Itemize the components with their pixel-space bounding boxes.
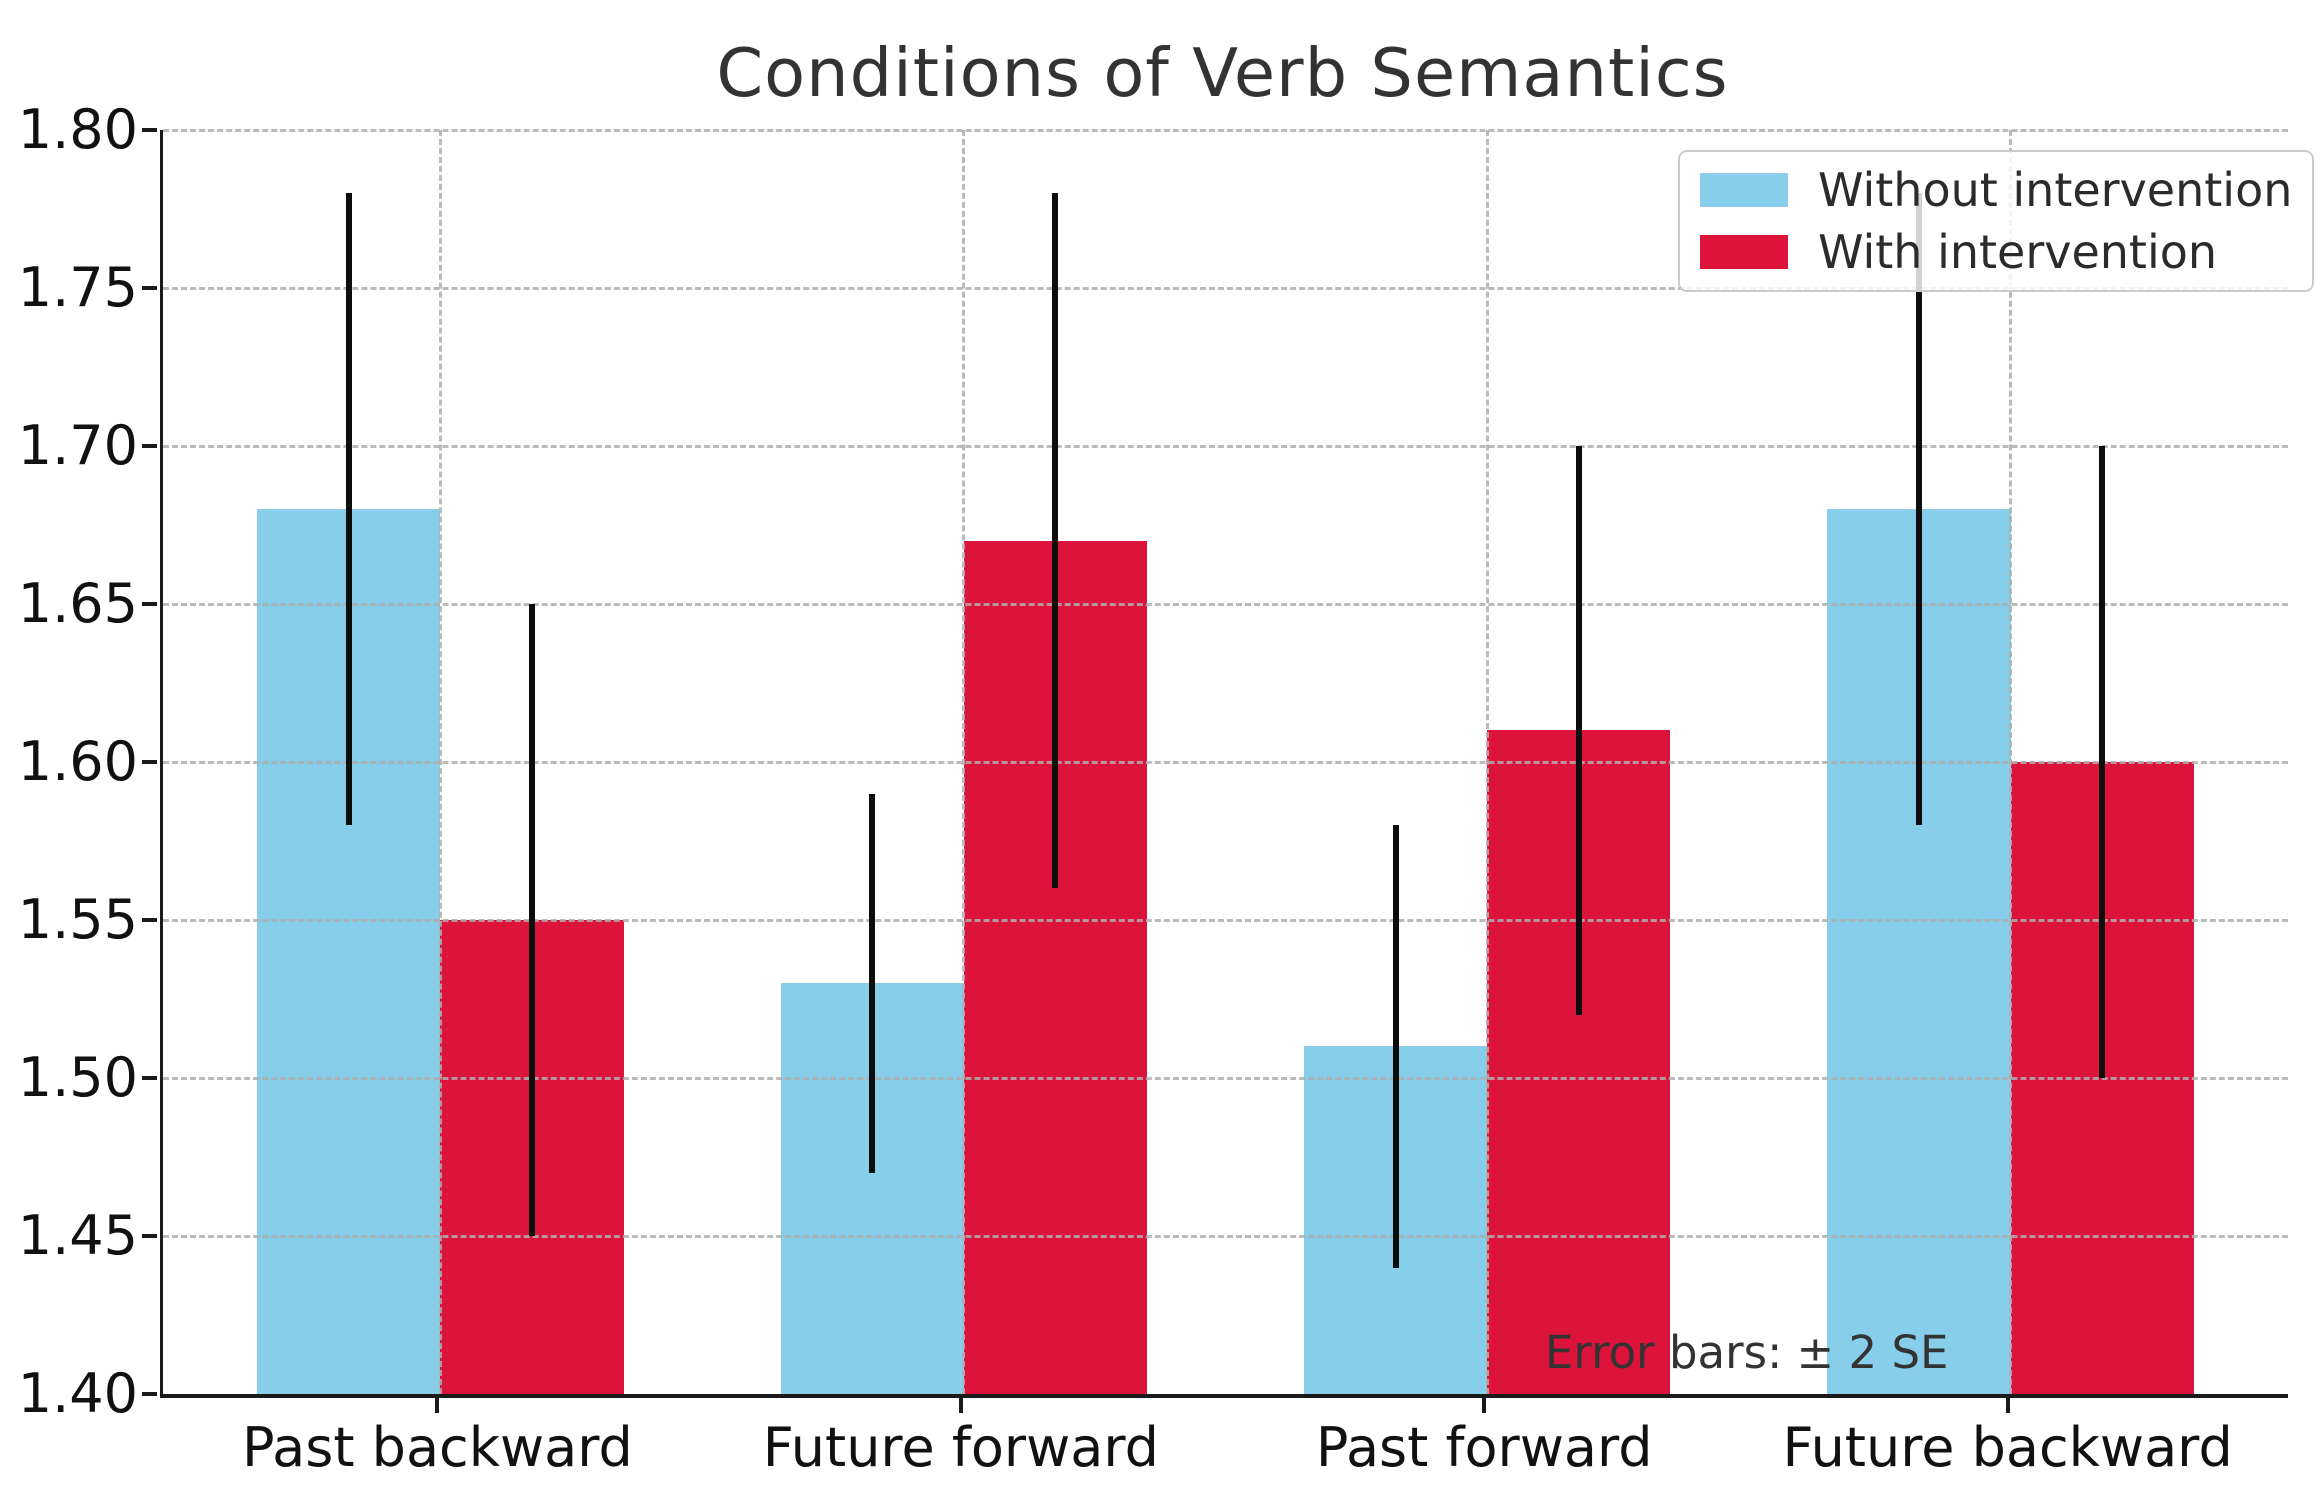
y-tick-label: 1.45: [17, 1204, 138, 1267]
gridline-h: [163, 286, 2288, 290]
x-tick-mark: [1482, 1398, 1487, 1413]
gridline-h: [163, 1076, 2288, 1080]
error-bar: [528, 604, 535, 1236]
legend-swatch-with-intervention: [1700, 235, 1788, 269]
y-tick-mark: [142, 128, 157, 132]
y-tick-label: 1.40: [17, 1362, 138, 1425]
x-tick-mark: [435, 1398, 440, 1413]
gridline-v: [962, 130, 966, 1394]
y-tick-label: 1.60: [17, 730, 138, 793]
chart-title: Conditions of Verb Semantics: [716, 34, 1729, 112]
error-bars-note: Error bars: ± 2 SE: [1545, 1326, 1949, 1379]
y-tick-mark: [142, 1392, 157, 1396]
y-tick-label: 1.80: [17, 98, 138, 161]
x-tick-mark: [958, 1398, 963, 1413]
x-tick-mark: [2005, 1398, 2010, 1413]
y-tick-mark: [142, 1234, 157, 1238]
y-tick-mark: [142, 1076, 157, 1080]
y-tick-label: 1.65: [17, 572, 138, 635]
x-tick-label: Past forward: [1315, 1416, 1653, 1479]
y-tick-mark: [142, 444, 157, 448]
legend-swatch-without-intervention: [1700, 173, 1788, 207]
error-bar: [1392, 825, 1399, 1268]
gridline-h: [163, 1234, 2288, 1238]
error-bar: [1916, 193, 1922, 826]
y-tick-mark: [142, 760, 157, 764]
error-bar: [869, 793, 876, 1173]
y-tick-mark: [142, 602, 157, 606]
gridline-h: [163, 602, 2288, 606]
y-tick-label: 1.70: [17, 414, 138, 477]
legend-item-without-intervention: Without intervention: [1700, 162, 2292, 218]
error-bar: [2099, 446, 2106, 1078]
plot-area: [160, 128, 2288, 1398]
legend: Without intervention With intervention: [1678, 150, 2315, 292]
legend-label-without-intervention: Without intervention: [1818, 163, 2293, 217]
y-tick-label: 1.50: [17, 1046, 138, 1109]
error-bar: [345, 193, 352, 826]
gridline-v: [438, 130, 442, 1394]
y-tick-label: 1.55: [17, 888, 138, 951]
legend-label-with-intervention: With intervention: [1818, 225, 2218, 279]
gridline-v: [1485, 130, 1489, 1394]
y-tick-mark: [142, 286, 157, 290]
y-tick-label: 1.75: [17, 256, 138, 319]
gridline-v: [2009, 130, 2013, 1394]
error-bar: [1052, 193, 1059, 889]
gridline-h: [163, 918, 2288, 922]
x-tick-label: Future backward: [1782, 1416, 2233, 1479]
x-tick-label: Future forward: [762, 1416, 1159, 1479]
x-tick-label: Past backward: [241, 1416, 633, 1479]
error-bar: [1575, 446, 1582, 1015]
y-tick-mark: [142, 918, 157, 922]
gridline-h: [163, 760, 2288, 764]
gridline-h: [163, 128, 2288, 132]
legend-item-with-intervention: With intervention: [1700, 224, 2292, 280]
gridline-h: [163, 444, 2288, 448]
